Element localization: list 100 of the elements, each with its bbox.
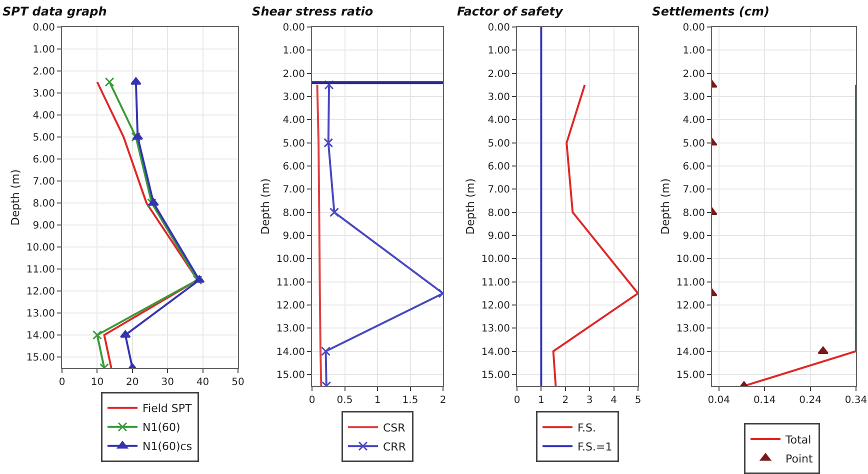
legend-label: N1(60)cs [142,440,192,454]
x-tick-label: 2 [562,395,569,406]
y-tick-label: 15.00 [26,352,55,364]
x-tick-label: 4 [610,395,617,406]
legend-label: Total [784,433,812,446]
y-axis-title: Depth (m) [259,178,272,235]
x-tick-label: 0 [308,395,316,406]
y-tick-label: 11.00 [276,277,305,288]
y-tick-label: 8.00 [32,198,55,210]
y-tick-label: 14.00 [276,346,305,358]
legend-label: Point [786,452,814,466]
y-tick-label: 8.00 [282,208,305,219]
y-tick-label: 11.00 [481,277,510,288]
x-tick-label: 3 [586,395,593,406]
y-tick-label: 0.00 [32,22,55,34]
x-tick-label: 2 [440,395,446,406]
y-tick-label: 11.00 [676,277,705,288]
x-tick-label: 50 [232,377,244,388]
y-tick-label: 0.00 [488,22,510,34]
y-tick-label: 13.00 [276,324,305,335]
y-tick-label: 9.00 [682,230,705,242]
y-tick-label: 9.00 [488,230,510,242]
y-tick-label: 7.00 [282,184,305,196]
y-tick-label: 0.00 [682,22,705,34]
y-tick-label: 1.00 [488,46,510,57]
y-tick-label: 5.00 [682,138,705,150]
x-tick-label: 1 [538,395,544,406]
x-tick-label: 0.04 [708,395,730,406]
y-tick-label: 15.00 [276,370,305,381]
y-tick-label: 12.00 [26,286,55,298]
x-tick-label: 1.5 [402,395,418,406]
chart-title: Shear stress ratio [252,4,374,19]
y-tick-label: 2.00 [282,68,305,80]
y-tick-label: 4.00 [682,115,705,126]
y-tick-label: 9.00 [32,220,55,232]
y-tick-label: 7.00 [682,184,705,196]
y-axis-title: Depth (m) [659,178,672,235]
x-tick-label: 1 [374,395,381,406]
y-tick-label: 4.00 [32,110,55,122]
x-tick-label: 0.14 [753,395,776,406]
chart-title: SPT data graph [2,4,107,19]
x-tick-label: 5 [634,395,642,406]
y-tick-label: 10.00 [481,254,510,266]
y-tick-label: 11.00 [26,264,55,276]
y-tick-label: 5.00 [32,132,55,144]
y-tick-label: 12.00 [276,300,305,312]
y-tick-label: 4.00 [282,115,305,126]
y-tick-label: 10.00 [676,254,705,266]
x-tick-label: 30 [161,377,174,388]
y-tick-label: 12.00 [481,300,510,312]
y-tick-label: 15.00 [481,370,510,381]
chart-title: Factor of safety [456,4,564,19]
y-tick-label: 5.00 [282,138,305,150]
y-tick-label: 3.00 [488,92,510,103]
y-tick-label: 8.00 [488,208,510,219]
legend-label: Field SPT [142,402,192,416]
y-tick-label: 3.00 [282,92,305,103]
x-tick-label: 0.34 [844,395,868,406]
y-tick-label: 10.00 [276,254,305,266]
y-tick-label: 6.00 [282,161,305,172]
y-tick-label: 5.00 [488,138,510,150]
y-axis-title: Depth (m) [464,178,478,235]
y-tick-label: 12.00 [676,300,705,312]
y-tick-label: 6.00 [32,154,55,166]
legend-label: N1(60) [142,421,180,434]
y-tick-label: 6.00 [682,161,705,172]
y-tick-label: 0.00 [282,22,305,34]
x-tick-label: 20 [126,377,139,388]
y-tick-label: 2.00 [682,68,705,80]
y-tick-label: 9.00 [282,230,305,242]
x-tick-label: 0.24 [799,395,822,406]
x-tick-label: 0 [58,377,66,388]
y-tick-label: 4.00 [488,115,510,126]
legend-label: F.S.=1 [578,440,612,454]
y-tick-label: 14.00 [481,346,510,358]
x-tick-label: 0.5 [336,395,353,406]
y-tick-label: 2.00 [32,66,55,78]
y-tick-label: 1.00 [682,46,705,57]
y-tick-label: 1.00 [282,46,305,57]
y-tick-label: 13.00 [481,324,510,335]
y-tick-label: 6.00 [488,161,510,172]
y-tick-label: 3.00 [32,88,55,100]
y-tick-label: 13.00 [676,324,705,335]
legend-label: F.S. [578,421,596,434]
y-tick-label: 7.00 [488,184,510,196]
y-tick-label: 7.00 [32,176,55,188]
legend-label: CSR [383,421,406,434]
y-tick-label: 3.00 [682,92,705,103]
y-tick-label: 13.00 [26,308,55,320]
y-tick-label: 15.00 [676,370,705,381]
chart-title: Settlements (cm) [652,4,770,19]
x-tick-label: 10 [90,377,104,388]
y-tick-label: 14.00 [676,346,705,358]
y-tick-label: 1.00 [32,44,55,56]
x-tick-label: 0 [514,395,520,406]
y-tick-label: 2.00 [488,68,510,80]
y-tick-label: 8.00 [682,208,705,219]
y-tick-label: 14.00 [26,330,55,342]
y-axis-title: Depth (m) [9,169,22,226]
x-tick-label: 40 [196,377,210,388]
